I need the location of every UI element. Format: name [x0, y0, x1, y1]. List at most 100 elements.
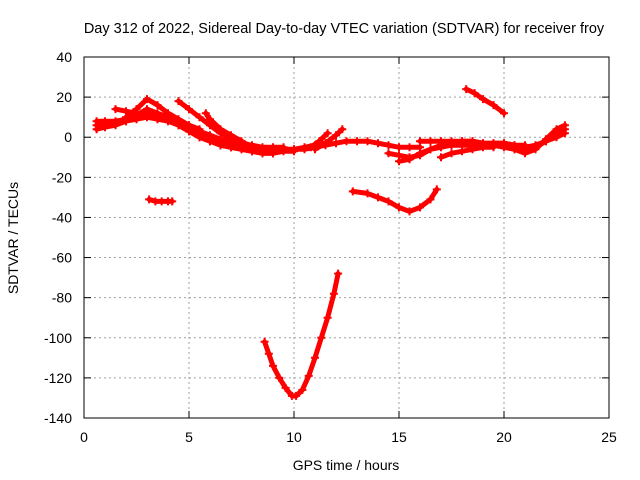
data-point [437, 143, 445, 152]
data-point [416, 203, 424, 212]
data-point [264, 349, 273, 358]
data-point [323, 129, 332, 138]
data-point [111, 105, 120, 114]
data-point [281, 383, 290, 392]
data-point [164, 109, 172, 118]
data-point [323, 313, 332, 322]
data-point [195, 113, 204, 122]
data-point [384, 197, 393, 206]
data-point [500, 109, 508, 118]
data-point [292, 391, 301, 400]
data-point [279, 143, 288, 152]
data-point [290, 145, 298, 154]
data-point [269, 361, 277, 370]
data-point [317, 333, 326, 342]
series-arc-18 [348, 185, 441, 216]
data-point [206, 115, 214, 124]
y-tick-label: -80 [52, 290, 72, 306]
data-point [458, 147, 466, 156]
x-tick-label: 0 [80, 429, 88, 445]
y-tick-label: -40 [52, 209, 72, 225]
data-point [132, 105, 141, 114]
data-point [531, 145, 540, 154]
data-point [143, 105, 151, 114]
data-point [92, 125, 101, 134]
data-point [206, 131, 214, 140]
data-point [384, 141, 393, 150]
axis-ticks [83, 56, 610, 419]
x-axis-label: GPS time / hours [293, 457, 400, 473]
data-point [304, 371, 313, 380]
data-point [363, 189, 372, 198]
data-point [426, 145, 435, 154]
data-point [122, 113, 130, 122]
data-point [437, 153, 445, 162]
data-point [510, 145, 519, 154]
series-arc-19 [260, 269, 343, 400]
data-point [338, 125, 347, 134]
data-point [521, 149, 529, 158]
x-tick-label: 5 [185, 429, 193, 445]
data-point [462, 85, 471, 94]
data-point [237, 137, 246, 146]
data-point [174, 97, 183, 106]
data-point [201, 109, 210, 118]
data-point [426, 137, 435, 146]
data-point [374, 193, 382, 202]
data-point [153, 109, 162, 118]
data-point [174, 115, 183, 124]
y-tick-label: 40 [56, 49, 72, 65]
y-tick-labels: -140 -120 -100 -80 -60 -40 -20 0 20 40 [44, 49, 72, 426]
y-tick-label: -120 [44, 370, 72, 386]
y-axis-label: SDTVAR / TECUs [5, 182, 21, 294]
data-point [479, 143, 487, 152]
data-point [321, 139, 330, 148]
data-point [258, 147, 267, 156]
y-tick-label: -60 [52, 250, 72, 266]
series-arc-10 [306, 129, 332, 152]
data-point [416, 149, 424, 158]
data-point [332, 131, 340, 140]
series-arc-9 [311, 125, 347, 154]
data-point [348, 187, 357, 196]
data-point [168, 197, 177, 206]
data-point [447, 141, 456, 150]
data-point [111, 121, 120, 130]
y-tick-label: 0 [64, 129, 72, 145]
series-line [312, 126, 345, 152]
data-point [542, 135, 550, 144]
series-arc-17 [145, 195, 177, 206]
x-tick-label: 20 [496, 429, 512, 445]
data-point [153, 101, 162, 110]
data-point [405, 155, 414, 164]
series-arc-7 [201, 109, 277, 158]
x-tick-label: 15 [391, 429, 407, 445]
data-point [185, 121, 193, 130]
data-point [195, 127, 204, 136]
data-point [405, 207, 414, 216]
data-point [216, 125, 225, 134]
data-point [447, 149, 456, 158]
data-point [315, 137, 324, 146]
data-point [560, 121, 569, 130]
data-point [395, 157, 403, 166]
series-arc-14 [437, 143, 498, 162]
data-series [92, 85, 569, 400]
data-point [384, 149, 393, 158]
y-tick-label: 20 [56, 89, 72, 105]
data-point [489, 143, 498, 152]
data-point [329, 289, 338, 298]
data-point [363, 137, 372, 146]
data-point [426, 195, 435, 204]
data-point [342, 137, 351, 146]
y-tick-label: -140 [44, 410, 72, 426]
series-arc-16 [462, 85, 508, 118]
data-point [432, 185, 441, 194]
data-point [145, 195, 154, 204]
x-tick-labels: 0 5 10 15 20 25 [80, 429, 617, 445]
data-point [416, 137, 424, 146]
series-arc-15 [510, 121, 569, 158]
data-point [269, 149, 277, 158]
data-point [298, 385, 307, 394]
